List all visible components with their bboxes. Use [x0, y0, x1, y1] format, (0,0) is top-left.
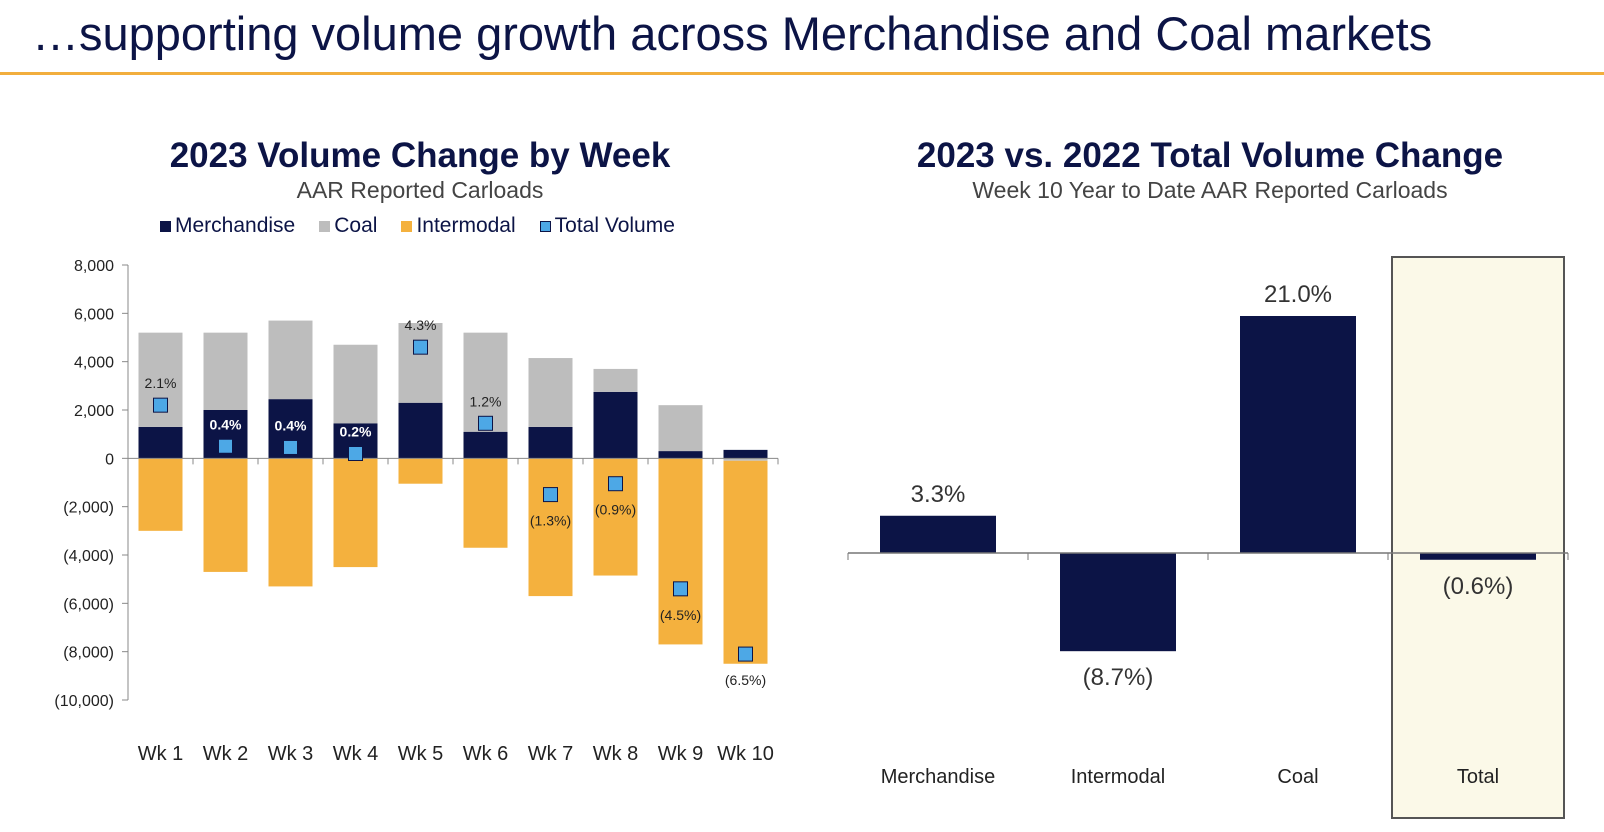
- weekly-x-tick-label: Wk 3: [268, 743, 314, 765]
- total-volume-marker: [413, 339, 428, 355]
- ytd-bar-label: 3.3%: [911, 481, 966, 508]
- merchandise-bar: [658, 451, 703, 459]
- weekly-y-tick-label: 2,000: [74, 403, 114, 420]
- coal-bar: [528, 358, 573, 427]
- intermodal-bar: [203, 458, 248, 572]
- page-title: …supporting volume growth across Merchan…: [32, 7, 1433, 60]
- weekly-y-tick-label: (4,000): [63, 548, 114, 565]
- legend-item-coal: Coal: [319, 214, 377, 238]
- ytd-bar-label: 21.0%: [1264, 281, 1332, 308]
- total-volume-label: (0.9%): [595, 502, 636, 518]
- weekly-chart-subtitle: AAR Reported Carloads: [296, 177, 544, 203]
- intermodal-bar: [398, 458, 443, 484]
- weekly-x-tick-label: Wk 6: [463, 743, 509, 765]
- title-rule: [0, 72, 1604, 75]
- merchandise-bar: [463, 431, 508, 459]
- total-volume-marker: [478, 415, 493, 431]
- coal-bar: [593, 368, 638, 392]
- intermodal-bar: [528, 458, 573, 597]
- weekly-y-tick-label: (8,000): [63, 645, 114, 662]
- weekly-x-tick-label: Wk 1: [138, 743, 184, 765]
- ytd-x-tick-label: Merchandise: [881, 766, 996, 788]
- legend-swatch-coal: [319, 220, 331, 232]
- coal-bar: [333, 344, 378, 424]
- total-volume-label: 1.2%: [470, 393, 502, 409]
- ytd-bar-label: (8.7%): [1083, 664, 1154, 691]
- total-volume-marker: [348, 446, 363, 461]
- ytd-bar: [1060, 553, 1176, 652]
- total-volume-marker: [218, 438, 233, 454]
- coal-bar: [268, 320, 313, 400]
- legend-item-total-volume: Total Volume: [539, 214, 675, 238]
- weekly-x-tick-label: Wk 7: [528, 743, 574, 765]
- ytd-x-tick-label: Intermodal: [1071, 766, 1166, 788]
- total-volume-marker: [673, 581, 688, 597]
- legend-swatch-intermodal: [401, 220, 413, 232]
- weekly-x-tick-label: Wk 10: [717, 743, 774, 765]
- ytd-bar: [880, 515, 996, 553]
- total-volume-marker: [738, 646, 753, 662]
- merchandise-bar: [593, 391, 638, 459]
- weekly-chart-title: 2023 Volume Change by Week: [169, 136, 671, 175]
- coal-bar: [723, 458, 768, 461]
- ytd-bar-label: (0.6%): [1443, 573, 1514, 600]
- coal-bar: [658, 405, 703, 452]
- coal-bar: [398, 323, 443, 403]
- legend-item-merchandise: Merchandise: [160, 214, 295, 238]
- total-volume-label: 4.3%: [405, 317, 437, 333]
- total-volume-label: 0.4%: [210, 416, 242, 432]
- legend-label-merchandise: Merchandise: [175, 214, 296, 237]
- total-volume-label: (6.5%): [725, 672, 766, 688]
- ytd-x-tick-label: Total: [1457, 766, 1499, 788]
- total-volume-marker: [543, 487, 558, 503]
- weekly-y-tick-label: (6,000): [63, 596, 114, 613]
- intermodal-bar: [658, 458, 703, 645]
- weekly-x-tick-label: Wk 5: [398, 743, 444, 765]
- weekly-y-tick-label: 8,000: [74, 258, 114, 275]
- weekly-x-tick-label: Wk 8: [593, 743, 639, 765]
- total-chart-subtitle: Week 10 Year to Date AAR Reported Carloa…: [972, 177, 1448, 203]
- intermodal-bar: [138, 458, 183, 531]
- ytd-x-tick-label: Coal: [1277, 766, 1318, 788]
- intermodal-bar: [268, 458, 313, 587]
- ytd-bar: [1420, 553, 1536, 560]
- coal-bar: [463, 332, 508, 432]
- legend-item-intermodal: Intermodal: [401, 214, 516, 238]
- ytd-bar: [1240, 316, 1356, 553]
- legend-label-total-volume: Total Volume: [554, 214, 675, 237]
- weekly-x-tick-label: Wk 2: [203, 743, 249, 765]
- intermodal-bar: [333, 458, 378, 568]
- merchandise-bar: [398, 402, 443, 459]
- total-volume-marker: [153, 397, 168, 413]
- total-volume-marker: [283, 439, 298, 455]
- merchandise-bar: [528, 426, 573, 459]
- intermodal-bar: [463, 458, 508, 548]
- coal-bar: [203, 332, 248, 410]
- weekly-chart-legend: Merchandise Coal Intermodal Total Volume: [160, 214, 675, 238]
- weekly-x-tick-label: Wk 9: [658, 743, 704, 765]
- intermodal-bar: [723, 460, 768, 664]
- total-volume-marker: [608, 476, 623, 492]
- total-volume-label: 0.2%: [340, 424, 372, 440]
- total-volume-label: (1.3%): [530, 513, 571, 529]
- weekly-y-tick-label: 4,000: [74, 355, 114, 372]
- weekly-y-tick-label: (2,000): [63, 500, 114, 517]
- total-chart-title: 2023 vs. 2022 Total Volume Change: [916, 136, 1504, 175]
- legend-label-intermodal: Intermodal: [416, 214, 516, 237]
- total-highlight-box: [1391, 256, 1565, 819]
- total-volume-label: 2.1%: [145, 375, 177, 391]
- legend-swatch-total-volume: [539, 220, 551, 232]
- total-volume-label: 0.4%: [275, 417, 307, 433]
- legend-label-coal: Coal: [334, 214, 378, 237]
- weekly-y-tick-label: 0: [105, 451, 114, 468]
- merchandise-bar: [138, 426, 183, 459]
- weekly-y-tick-label: 6,000: [74, 306, 114, 323]
- total-volume-label: (4.5%): [660, 607, 701, 623]
- weekly-y-tick-label: (10,000): [54, 693, 114, 710]
- merchandise-bar: [723, 449, 768, 459]
- legend-swatch-merchandise: [160, 220, 171, 232]
- weekly-x-tick-label: Wk 4: [333, 743, 379, 765]
